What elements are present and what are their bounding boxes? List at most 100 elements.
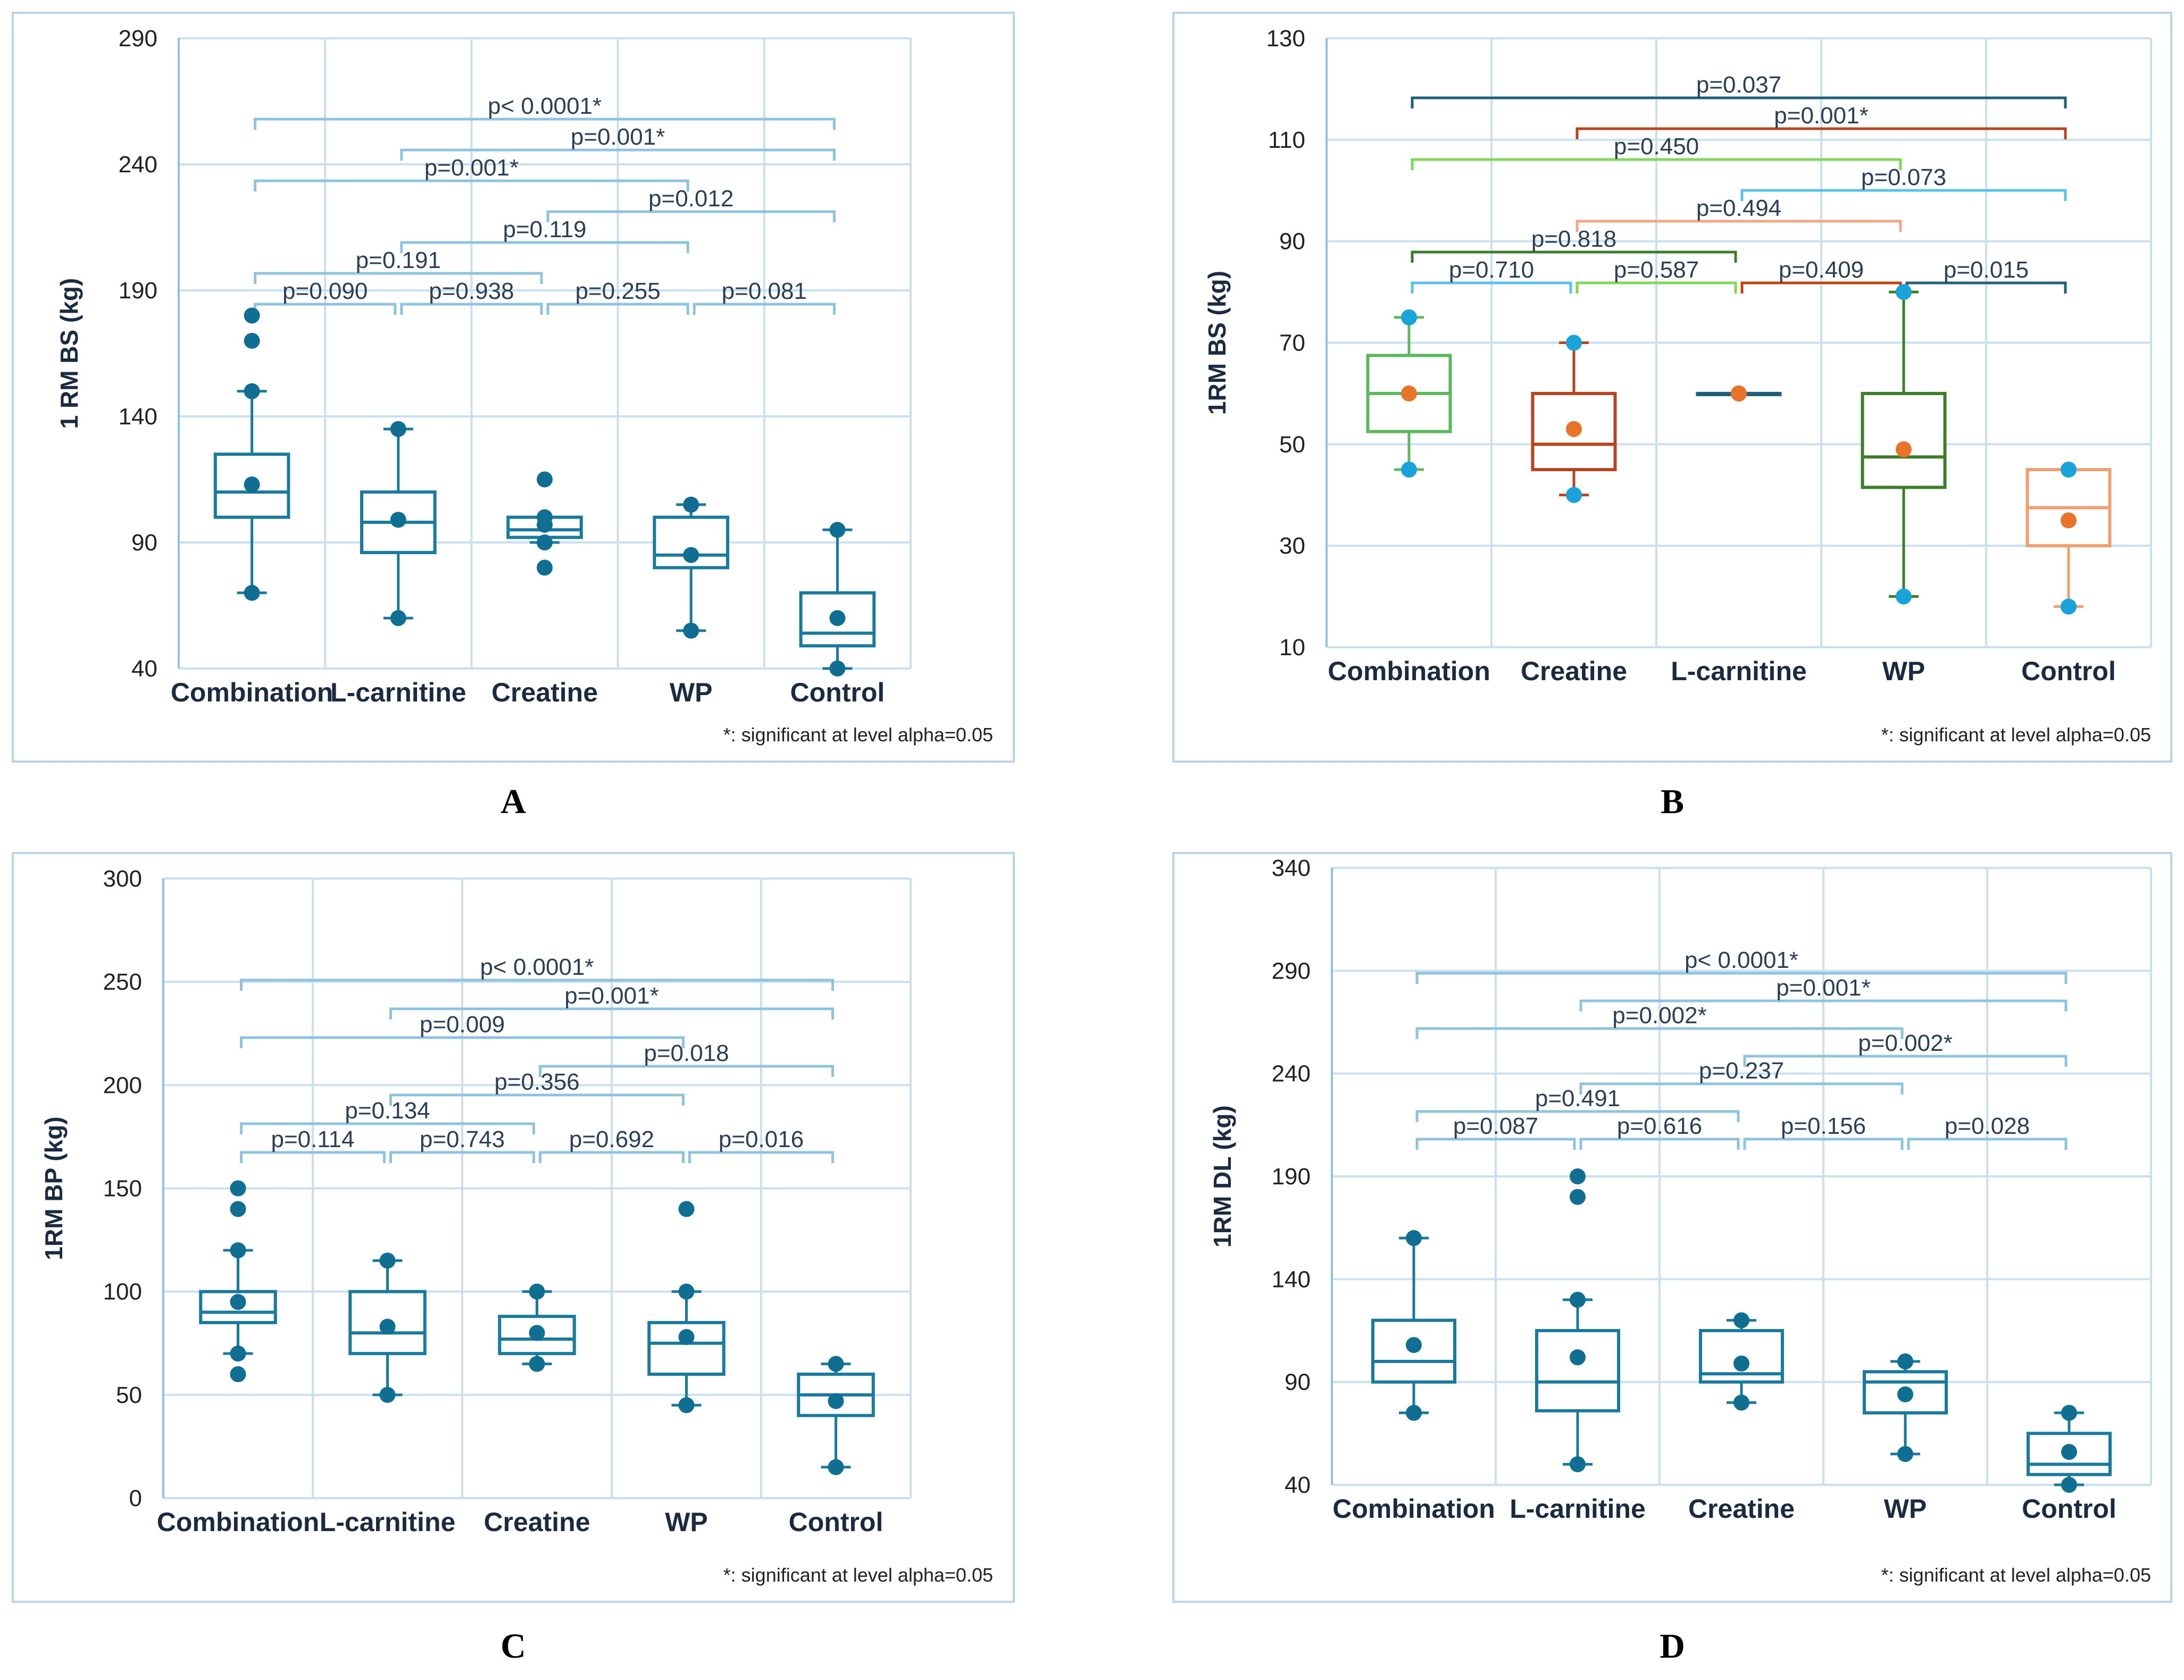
min-marker-c bbox=[828, 1459, 844, 1475]
panel-frame-d bbox=[1172, 852, 2172, 1603]
comparison-bracket-c bbox=[389, 1007, 834, 1019]
chart-d-svg: 40 90 140 190 240 290 340 1RM DL (kg) Combinatio… bbox=[1172, 852, 2172, 1603]
comparison-bracket-d bbox=[1415, 1027, 1904, 1039]
chart-panel-a: 40 90 140 190 240 290 1 RM BS (kg) Combination L… bbox=[12, 12, 1015, 763]
min-marker-a bbox=[390, 610, 406, 626]
min-marker-c bbox=[230, 1345, 246, 1362]
y-tick-label-a: 90 bbox=[131, 530, 157, 556]
max-marker-c bbox=[678, 1283, 695, 1300]
comparison-bracket-b bbox=[1411, 158, 1902, 170]
x-tick-label-c: WP bbox=[665, 1507, 708, 1537]
min-marker-d bbox=[2061, 1477, 2077, 1493]
comparison-bracket-a bbox=[254, 118, 836, 130]
comparison-label-c: p=0.114 bbox=[271, 1126, 354, 1152]
min-marker-b bbox=[1566, 487, 1582, 503]
comparison-bracket-c bbox=[539, 1065, 834, 1077]
x-tick-label-a: Creatine bbox=[491, 678, 598, 707]
chart-panel-c: 0 50 100 150 200 250 300 1RM BP (kg) Combination… bbox=[12, 852, 1015, 1603]
comparison-label-a: p=0.001* bbox=[571, 124, 665, 150]
max-marker-a bbox=[390, 421, 406, 437]
x-tick-label-b: L-carnitine bbox=[1671, 656, 1807, 686]
min-marker-c bbox=[529, 1356, 545, 1372]
comparison-bracket-d bbox=[1743, 1055, 2068, 1067]
comparison-label-d: p=0.028 bbox=[1945, 1113, 2030, 1139]
outlier-marker-c bbox=[678, 1201, 695, 1217]
x-tick-label-d: Control bbox=[2022, 1494, 2116, 1524]
comparison-label-d: p=0.087 bbox=[1453, 1113, 1538, 1139]
y-tick-label-b: 10 bbox=[1279, 634, 1305, 661]
comparison-label-d: p=0.616 bbox=[1617, 1113, 1702, 1139]
comparison-label-a: p=0.090 bbox=[282, 278, 368, 304]
y-tick-label-a: 140 bbox=[119, 404, 157, 430]
comparison-label-c: p=0.016 bbox=[719, 1126, 804, 1152]
comparison-bracket-c bbox=[389, 1151, 535, 1163]
comparison-label-c: p=0.001* bbox=[564, 983, 658, 1009]
comparison-label-b: p=0.818 bbox=[1531, 226, 1616, 252]
max-marker-d bbox=[1406, 1230, 1422, 1246]
y-tick-label-d: 40 bbox=[1285, 1472, 1311, 1498]
comparison-bracket-d bbox=[1907, 1138, 2068, 1150]
y-tick-label-c: 200 bbox=[103, 1072, 142, 1098]
y-axis-label-b: 1RM BS (kg) bbox=[1203, 271, 1231, 415]
x-tick-label-b: WP bbox=[1882, 656, 1925, 686]
outlier-marker-d bbox=[1570, 1189, 1586, 1205]
mean-marker-b bbox=[1401, 385, 1417, 402]
comparison-bracket-a bbox=[693, 303, 836, 315]
comparison-bracket-c bbox=[240, 979, 834, 991]
x-tick-label-d: Creatine bbox=[1688, 1494, 1795, 1524]
max-marker-c bbox=[230, 1242, 246, 1258]
max-marker-d bbox=[1733, 1312, 1749, 1328]
comparison-label-d: p=0.237 bbox=[1699, 1058, 1784, 1084]
outlier-marker-a bbox=[244, 332, 260, 349]
caption-b: B bbox=[1660, 782, 1685, 821]
x-tick-label-a: Combination bbox=[171, 678, 334, 707]
max-marker-d bbox=[1570, 1292, 1586, 1308]
y-tick-label-d: 290 bbox=[1272, 958, 1311, 984]
significance-note-b: *: significant at level alpha=0.05 bbox=[1881, 724, 2151, 746]
mean-marker-d bbox=[2061, 1444, 2077, 1460]
mean-marker-a bbox=[390, 512, 406, 528]
y-tick-label-c: 300 bbox=[103, 866, 142, 892]
comparison-label-d: p=0.002* bbox=[1612, 1002, 1706, 1029]
mean-marker-c bbox=[678, 1329, 695, 1345]
chart-panel-b: 10 30 50 70 90 110 130 1RM BS (kg) Combination Cr… bbox=[1172, 12, 2172, 763]
comparison-label-a: p=0.191 bbox=[356, 247, 441, 273]
panel-frame-b bbox=[1172, 12, 2172, 763]
x-tick-label-a: L-carnitine bbox=[330, 678, 466, 707]
outlier-marker-a bbox=[244, 307, 260, 324]
min-marker-d bbox=[1897, 1446, 1913, 1462]
y-tick-label-a: 290 bbox=[119, 26, 157, 52]
comparison-label-c: p=0.134 bbox=[345, 1098, 430, 1124]
comparison-bracket-c bbox=[240, 1151, 386, 1163]
comparison-bracket-b bbox=[1576, 220, 1902, 232]
x-tick-label-c: Creatine bbox=[484, 1507, 590, 1537]
comparison-bracket-c bbox=[688, 1151, 834, 1163]
comparison-bracket-d bbox=[1415, 1110, 1740, 1122]
caption-c: C bbox=[501, 1627, 526, 1666]
comparison-bracket-d bbox=[1743, 1138, 1904, 1150]
comparison-label-a: p=0.255 bbox=[575, 278, 660, 304]
comparison-bracket-b bbox=[1740, 189, 2067, 201]
comparison-bracket-d bbox=[1415, 1138, 1576, 1150]
y-tick-label-b: 130 bbox=[1266, 26, 1305, 52]
comparison-bracket-d bbox=[1579, 1138, 1740, 1150]
comparison-bracket-a bbox=[400, 241, 689, 253]
y-tick-label-a: 190 bbox=[119, 278, 157, 304]
comparison-label-a: p=0.081 bbox=[722, 278, 807, 304]
min-marker-d bbox=[1570, 1456, 1586, 1473]
max-marker-a bbox=[244, 383, 260, 399]
comparison-bracket-a bbox=[254, 272, 543, 284]
comparison-label-d: p=0.001* bbox=[1776, 975, 1870, 1001]
y-tick-label-d: 340 bbox=[1272, 855, 1311, 881]
y-tick-label-c: 100 bbox=[103, 1279, 142, 1305]
mean-marker-a bbox=[244, 476, 260, 492]
outlier-marker-d bbox=[1897, 1353, 1913, 1369]
comparison-label-c: p=0.009 bbox=[420, 1012, 505, 1038]
x-tick-label-c: Control bbox=[789, 1507, 883, 1537]
comparison-label-b: p=0.494 bbox=[1696, 195, 1781, 221]
mean-marker-a bbox=[537, 516, 553, 533]
mean-marker-b bbox=[2061, 512, 2077, 529]
comparison-label-b: p=0.450 bbox=[1614, 133, 1699, 160]
comparison-bracket-a bbox=[254, 179, 689, 191]
x-tick-label-a: WP bbox=[670, 678, 713, 707]
